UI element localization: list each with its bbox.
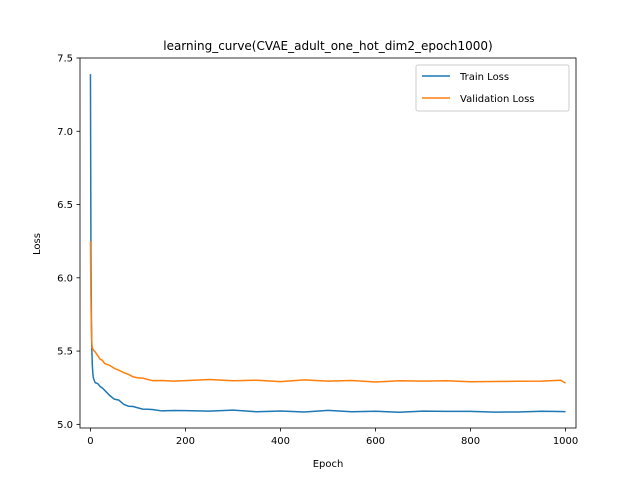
y-tick-label: 5.5 [57,347,73,358]
x-tick-label: 600 [366,436,385,447]
y-tick-label: 5.0 [57,420,73,431]
y-axis: 5.0 5.5 6.0 6.5 7.0 7.5 [57,54,80,431]
y-axis-label: Loss [32,233,43,255]
x-tick-label: 400 [271,436,290,447]
series-line-train-loss [89,74,566,414]
y-tick-label: 6.0 [57,273,73,284]
series-layer [89,74,566,414]
x-tick-label: 200 [176,436,195,447]
x-tick-label: 0 [87,436,93,447]
x-axis: 0 200 400 600 800 1000 [87,428,578,447]
plot-area [79,57,577,429]
series-line-validation-loss [89,241,566,384]
plot-frame [79,57,577,429]
legend-box [415,64,570,112]
y-tick-label: 6.5 [57,200,73,211]
y-tick-label: 7.5 [57,54,73,65]
legend-label: Validation Loss [460,94,535,105]
x-tick-label: 800 [461,436,480,447]
x-tick-label: 1000 [553,436,578,447]
legend-label: Train Loss [459,72,509,83]
legend: Train Loss Validation Loss [415,64,570,112]
chart-title: learning_curve(CVAE_adult_one_hot_dim2_e… [163,39,493,53]
y-tick-label: 7.0 [57,127,73,138]
x-axis-label: Epoch [313,459,344,470]
